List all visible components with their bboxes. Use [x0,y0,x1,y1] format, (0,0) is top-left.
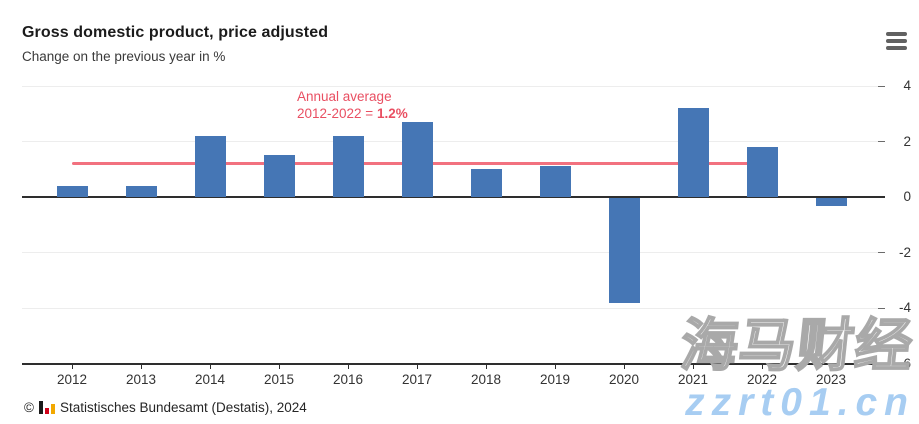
y-axis-tick--2 [878,252,885,253]
y-axis-label-2: 2 [903,133,911,149]
y-axis-label--4: -4 [898,300,911,315]
bar-2018[interactable] [470,169,502,197]
gridline--2 [22,252,878,253]
x-axis-label-2018: 2018 [470,372,502,387]
bar-2016[interactable] [332,135,364,197]
source-attribution: © Statistisches Bundesamt (Destatis), 20… [24,399,307,415]
bar-2022[interactable] [746,147,778,197]
bar-2019[interactable] [539,166,571,197]
x-axis-label-2016: 2016 [332,372,364,387]
x-axis-label-2023: 2023 [815,372,847,387]
gridline--6 [22,362,878,365]
x-axis-tick-2014 [210,364,211,369]
chart-menu-button[interactable] [882,29,911,53]
bar-2012[interactable] [56,185,88,197]
x-axis-label-2022: 2022 [746,372,778,387]
x-axis-tick-2012 [72,364,73,369]
y-axis-label-0: 0 [903,189,911,204]
x-axis-tick-2019 [555,364,556,369]
y-axis-tick--6 [878,362,885,365]
y-axis-tick-4 [878,85,885,87]
x-axis-label-2021: 2021 [677,372,709,387]
x-axis-label-2017: 2017 [401,372,433,387]
hamburger-icon [886,46,907,50]
x-axis-tick-2016 [348,364,349,369]
destatis-bar-chart-logo-icon [38,400,55,414]
bar-2020[interactable] [608,198,640,304]
average-annotation-line2: 2012-2022 = 1.2% [297,105,408,121]
chart-subtitle: Change on the previous year in % [22,49,226,64]
average-annotation-line1: Annual average [297,89,392,104]
chart-title: Gross domestic product, price adjusted [22,24,329,41]
bar-2014[interactable] [194,135,226,197]
x-axis-tick-2021 [693,364,694,369]
average-annotation: Annual average 2012-2022 = 1.2% [297,89,408,122]
x-axis-tick-2015 [279,364,280,369]
x-axis-tick-2017 [417,364,418,369]
y-axis-label-4: 4 [903,78,911,93]
x-axis-tick-2018 [486,364,487,369]
x-axis-label-2015: 2015 [263,372,295,387]
y-axis-tick-2 [878,141,885,142]
bar-2015[interactable] [263,155,295,197]
gridline-2 [22,141,878,142]
bar-2021[interactable] [677,108,709,197]
x-axis-tick-2022 [762,364,763,369]
zero-axis-line [22,196,878,198]
y-axis-label--6: -6 [898,355,911,371]
x-axis-label-2020: 2020 [608,372,640,387]
y-axis-tick--4 [878,307,885,309]
x-axis-label-2012: 2012 [56,372,88,387]
gridline-4 [22,85,878,87]
x-axis-label-2013: 2013 [125,372,157,387]
bar-2017[interactable] [401,122,433,197]
bar-2013[interactable] [125,185,157,197]
y-axis-tick-0 [878,196,885,198]
hamburger-icon [886,39,907,43]
x-axis-tick-2013 [141,364,142,369]
bar-2023[interactable] [815,198,847,207]
source-text: Statistisches Bundesamt (Destatis), 2024 [59,399,307,415]
copyright-symbol: © [24,399,34,415]
x-axis-tick-2023 [831,364,832,369]
x-axis-tick-2020 [624,364,625,369]
hamburger-icon [886,32,907,36]
gridline--4 [22,307,878,309]
x-axis-label-2014: 2014 [194,372,226,387]
average-value: 1.2% [376,105,408,121]
x-axis-label-2019: 2019 [539,372,571,387]
y-axis-label--2: -2 [898,244,911,260]
